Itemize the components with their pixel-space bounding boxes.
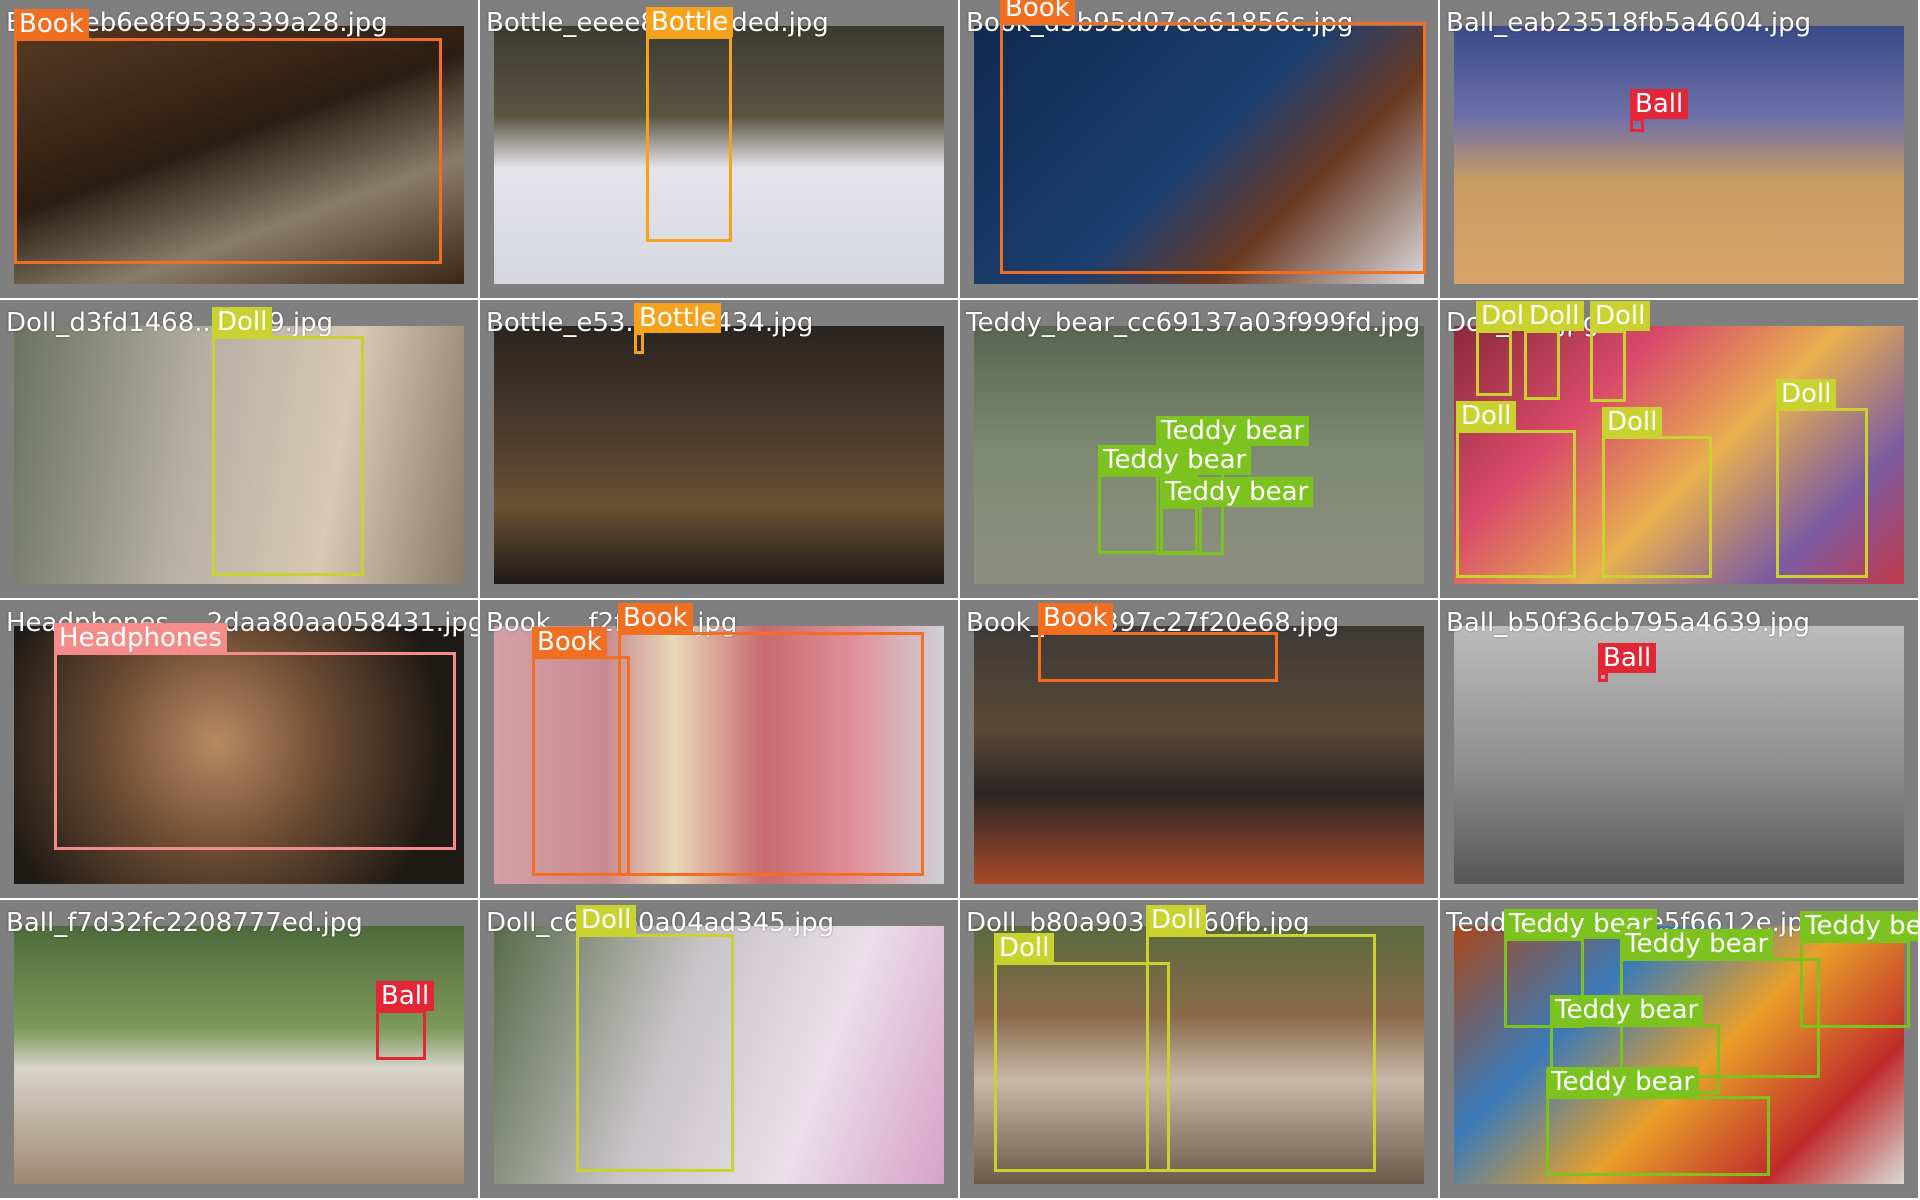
detection-box[interactable]: Teddy bear xyxy=(1504,909,1658,1028)
photo-thumbnail xyxy=(1454,626,1904,884)
detection-box[interactable]: Teddy bear xyxy=(1546,1067,1770,1176)
detection-label: Doll xyxy=(212,307,273,337)
detection-box[interactable]: Book xyxy=(618,603,924,876)
photo-thumbnail xyxy=(974,626,1424,884)
result-cell-16[interactable]: Teddy_bear_...ee5f6612e.jpg Teddy bear T… xyxy=(1440,900,1920,1200)
detection-label: Book xyxy=(532,627,607,657)
detection-box[interactable]: Doll xyxy=(1476,301,1537,396)
result-cell-2[interactable]: Bottle_eeee81...21ded.jpg Bottle xyxy=(480,0,960,300)
detection-box[interactable]: Ball xyxy=(376,981,435,1060)
detection-box[interactable]: Teddy bear xyxy=(1098,445,1252,554)
detection-box[interactable]: Book xyxy=(532,627,630,876)
detection-box[interactable]: Teddy bear xyxy=(1160,477,1314,554)
detection-label: Teddy bear xyxy=(1550,995,1704,1025)
result-cell-7[interactable]: Teddy_bear_cc69137a03f999fd.jpg Teddy be… xyxy=(960,300,1440,600)
detection-box[interactable]: Bottle xyxy=(634,303,722,354)
result-cell-15[interactable]: Doll_b80a90333...60fb.jpg Doll Doll xyxy=(960,900,1440,1200)
detection-label: Teddy bear xyxy=(1546,1067,1700,1097)
detection-label: Doll xyxy=(1590,301,1651,331)
detection-box[interactable]: Ball xyxy=(1630,89,1689,132)
detection-box[interactable]: Teddy bear xyxy=(1620,929,1820,1078)
detection-box[interactable]: Doll xyxy=(576,905,734,1172)
result-cell-11[interactable]: Book_b2fb397c27f20e68.jpg Book xyxy=(960,600,1440,900)
detection-box[interactable]: Headphones xyxy=(54,623,456,850)
image-filename: Doll_c6...4b0a04ad345.jpg xyxy=(486,908,835,938)
detection-box[interactable]: Doll xyxy=(994,933,1170,1172)
detection-label: Ball xyxy=(376,981,435,1011)
detection-label: Teddy bear xyxy=(1098,445,1252,475)
detection-label: Teddy bear xyxy=(1504,909,1658,939)
detection-label: Doll xyxy=(1776,379,1837,409)
detection-box[interactable]: Teddy bear xyxy=(1800,911,1918,1028)
detection-box[interactable]: Book xyxy=(14,9,442,264)
result-cell-6[interactable]: Bottle_e53...e97a434.jpg Bottle xyxy=(480,300,960,600)
result-cell-3[interactable]: Book_d5b95d07ee61856c.jpg Book xyxy=(960,0,1440,300)
photo-thumbnail xyxy=(1454,926,1904,1184)
detection-box[interactable]: Doll xyxy=(1590,301,1651,402)
detection-label: Teddy bear xyxy=(1800,911,1918,941)
photo-thumbnail xyxy=(1454,26,1904,284)
photo-thumbnail xyxy=(14,326,464,584)
detection-box[interactable]: Ball xyxy=(1598,643,1657,682)
photo-thumbnail xyxy=(494,926,944,1184)
detection-box[interactable]: Bottle xyxy=(646,7,734,242)
image-filename: Ball_b50f36cb795a4639.jpg xyxy=(1446,608,1811,638)
detection-label: Doll xyxy=(994,933,1055,963)
detection-box[interactable]: Doll xyxy=(1776,379,1868,578)
detection-label: Teddy bear xyxy=(1160,477,1314,507)
photo-thumbnail xyxy=(974,26,1424,284)
result-cell-8[interactable]: Doll_...3.jpg Doll Doll Doll Doll Doll D… xyxy=(1440,300,1920,600)
detection-label: Ball xyxy=(1598,643,1657,673)
detection-label: Doll xyxy=(1146,905,1207,935)
detection-label: Bottle xyxy=(646,7,734,37)
photo-thumbnail xyxy=(1454,326,1904,584)
image-filename: Ball_eab23518fb5a4604.jpg xyxy=(1446,8,1812,38)
detection-label: Book xyxy=(1000,0,1075,23)
result-cell-1[interactable]: Book_eb6e8f9538339a28.jpg Book xyxy=(0,0,480,300)
detection-label: Book xyxy=(1038,603,1113,633)
detection-label: Teddy bear xyxy=(1620,929,1774,959)
result-cell-12[interactable]: Ball_b50f36cb795a4639.jpg Ball xyxy=(1440,600,1920,900)
detection-label: Teddy bear xyxy=(1156,416,1310,446)
detection-label: Bottle xyxy=(634,303,722,333)
result-cell-13[interactable]: Ball_f7d32fc2208777ed.jpg Ball xyxy=(0,900,480,1200)
detection-label: Doll xyxy=(1524,301,1585,331)
detection-label: Headphones xyxy=(54,623,227,653)
detection-label: Book xyxy=(618,603,693,633)
detection-box[interactable]: Doll xyxy=(1146,905,1376,1172)
image-filename: Teddy_bear_cc69137a03f999fd.jpg xyxy=(966,308,1421,338)
detection-box[interactable]: Doll xyxy=(1524,301,1585,400)
detection-box[interactable]: Book xyxy=(1038,603,1278,682)
photo-thumbnail xyxy=(14,926,464,1184)
result-cell-4[interactable]: Ball_eab23518fb5a4604.jpg Ball xyxy=(1440,0,1920,300)
photo-thumbnail xyxy=(494,326,944,584)
detection-box[interactable]: Doll xyxy=(212,307,364,576)
image-filename: Doll_d3fd1468...71e9.jpg xyxy=(6,308,334,338)
result-cell-9[interactable]: Headphones_...2daa80aa058431.jpg Headpho… xyxy=(0,600,480,900)
detection-box[interactable]: Teddy bear xyxy=(1156,416,1310,555)
detection-box[interactable]: Doll xyxy=(1456,401,1576,578)
result-cell-5[interactable]: Doll_d3fd1468...71e9.jpg Doll xyxy=(0,300,480,600)
result-cell-14[interactable]: Doll_c6...4b0a04ad345.jpg Doll xyxy=(480,900,960,1200)
photo-thumbnail xyxy=(14,26,464,284)
detection-label: Doll xyxy=(1456,401,1517,431)
photo-thumbnail xyxy=(974,926,1424,1184)
detection-label: Doll xyxy=(1602,407,1663,437)
detection-label: Doll xyxy=(576,905,637,935)
detection-label: Book xyxy=(14,9,89,39)
result-cell-10[interactable]: Book_...f2fd7e6.jpg Book Book xyxy=(480,600,960,900)
detection-box[interactable]: Doll xyxy=(1602,407,1712,578)
detection-label: Ball xyxy=(1630,89,1689,119)
photo-thumbnail xyxy=(494,626,944,884)
photo-thumbnail xyxy=(14,626,464,884)
detection-box[interactable]: Book xyxy=(1000,0,1426,274)
image-filename: Ball_f7d32fc2208777ed.jpg xyxy=(6,908,363,938)
